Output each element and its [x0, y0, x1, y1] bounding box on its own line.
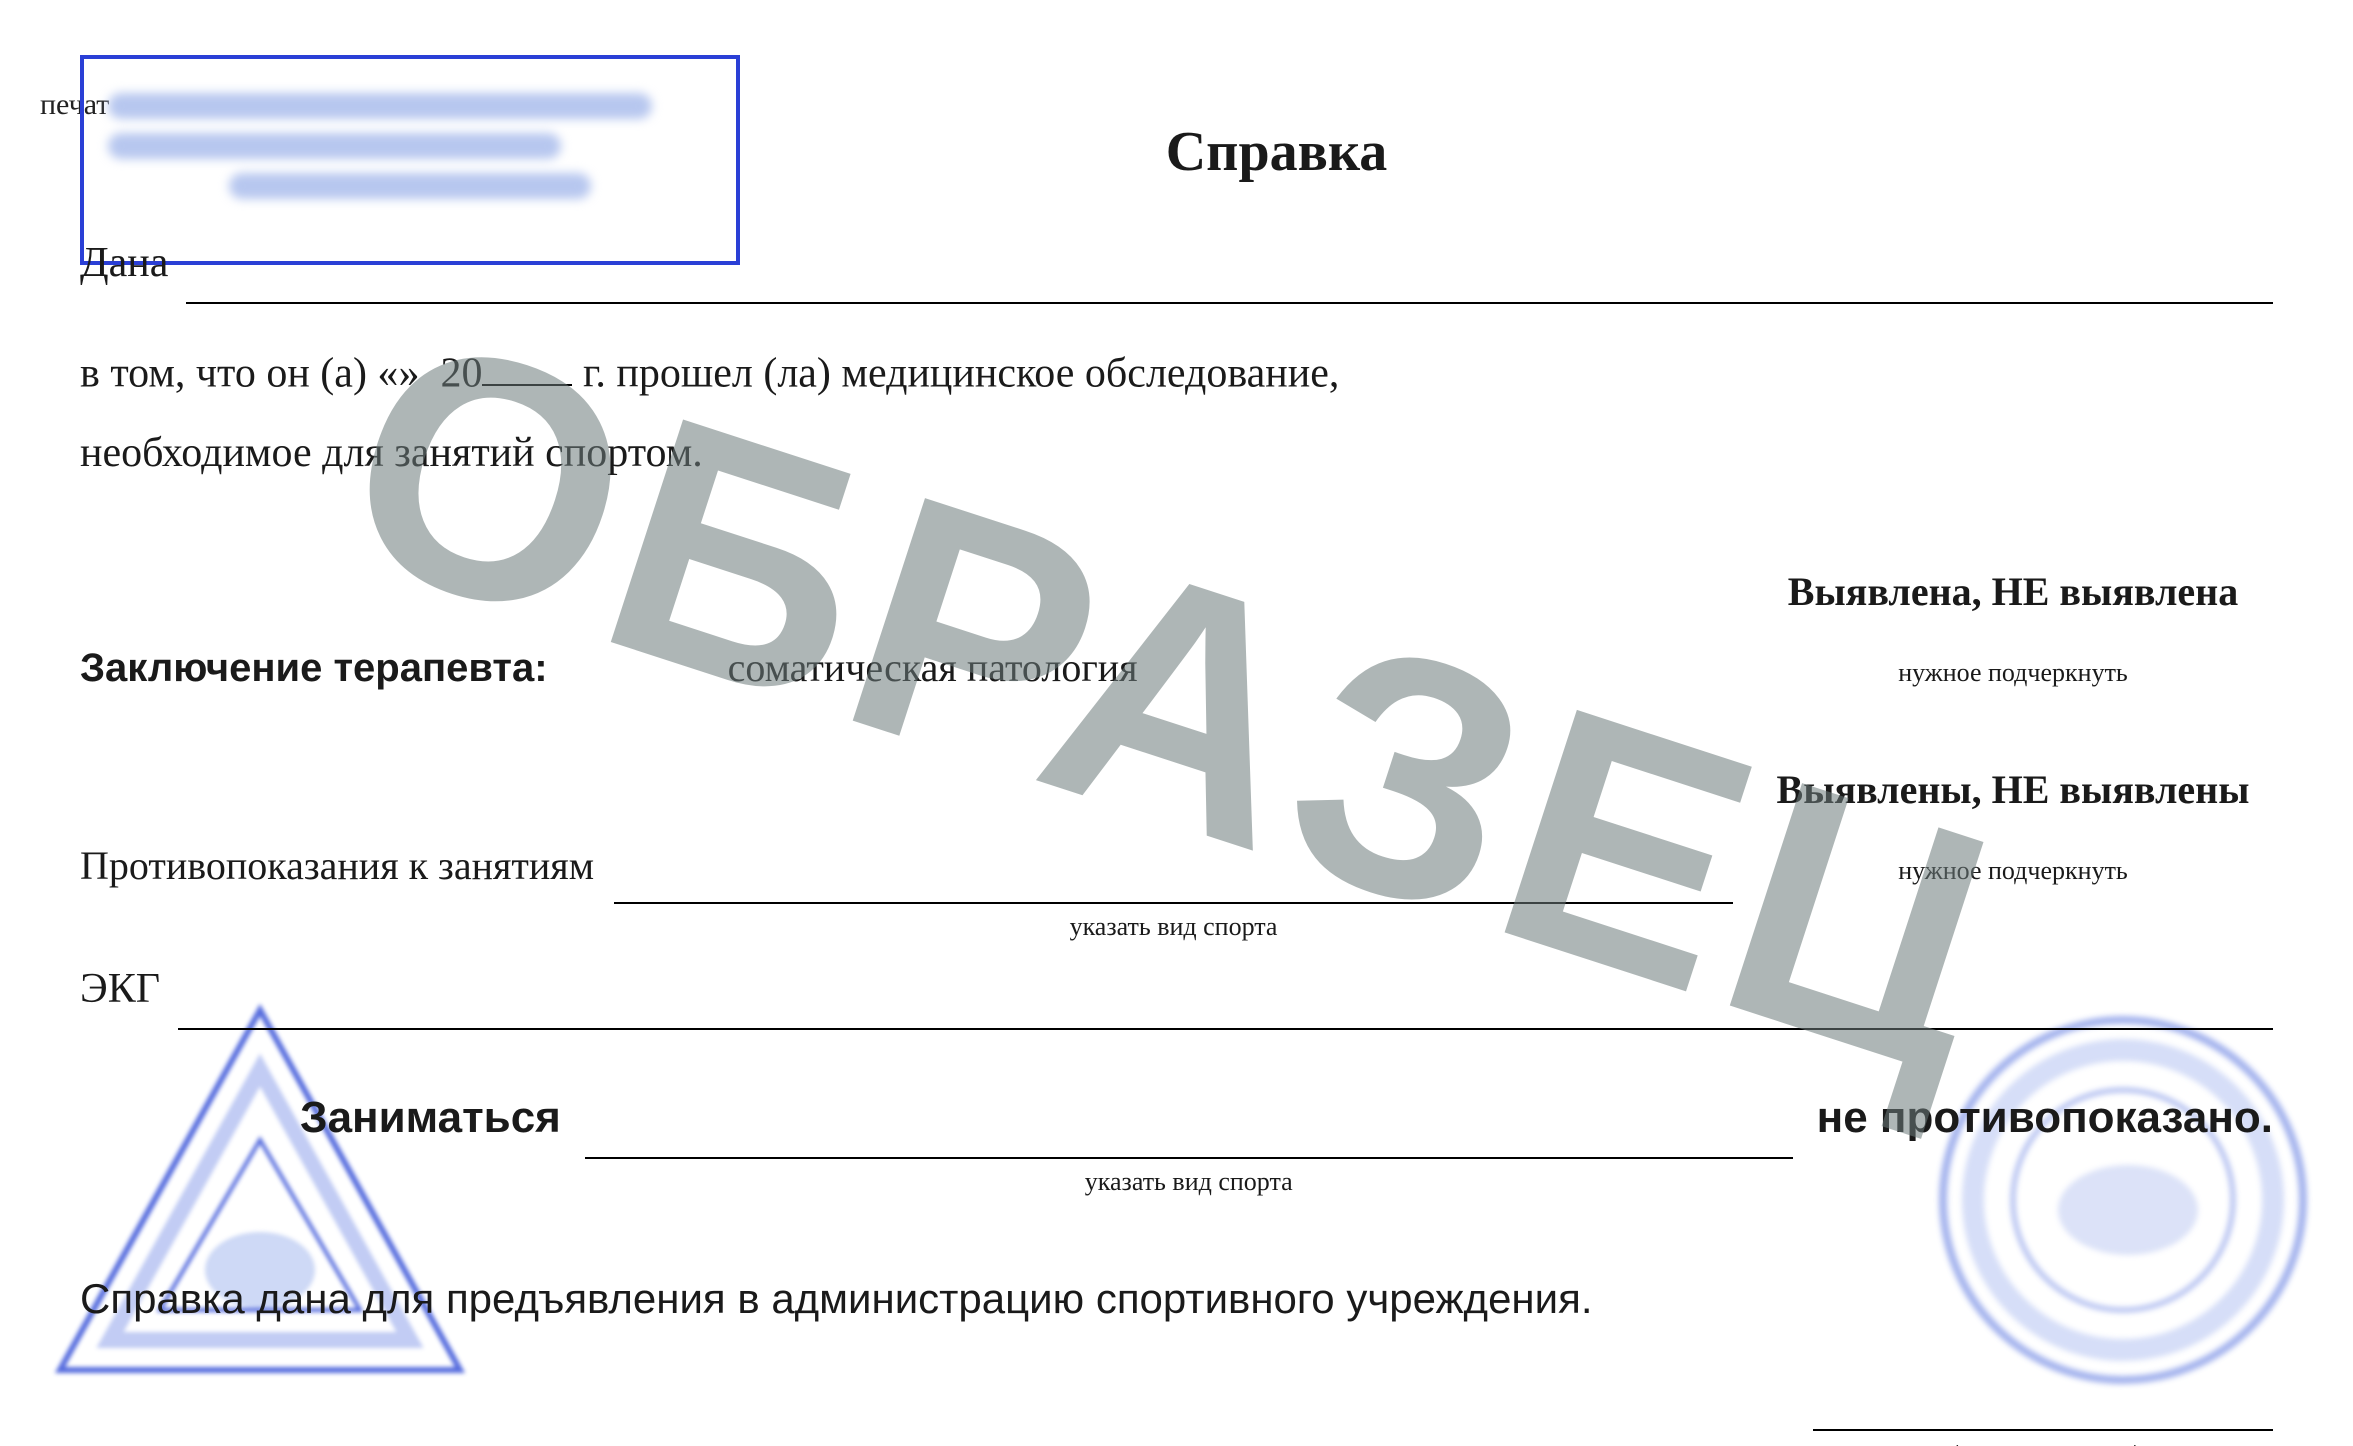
exam-sentence: в том, что он (а) «» 20 г. прошел (ла) м… — [80, 334, 2273, 494]
therapist-line: Заключение терапевта: соматическая патол… — [80, 554, 2273, 706]
practice-blank: указать вид спорта — [585, 1109, 1793, 1159]
contra-status-hint: нужное подчеркнуть — [1898, 856, 2128, 885]
therapist-label: Заключение терапевта: — [80, 630, 548, 706]
exam-part2: » — [398, 350, 419, 396]
therapist-status-hint: нужное подчеркнуть — [1898, 658, 2128, 687]
practice-blank-caption: указать вид спорта — [585, 1157, 1793, 1206]
signature-row: /подпись врача/ — [80, 1379, 2273, 1431]
exam-part4: необходимое для занятий спортом. — [80, 430, 703, 476]
doc-body: Дана в том, что он (а) «» 20 г. прошел (… — [80, 224, 2273, 1446]
issued-to-blank — [186, 251, 2273, 303]
issued-to-label: Дана — [80, 224, 168, 304]
exam-part3: г. прошел (ла) медицинское обследование, — [583, 350, 1339, 396]
practice-line: Заниматься указать вид спорта не противо… — [80, 1076, 2273, 1160]
contra-blank: указать вид спорта — [614, 858, 1733, 904]
contra-blank-caption: указать вид спорта — [614, 902, 1733, 951]
signature-blank: /подпись врача/ — [1813, 1379, 2273, 1431]
practice-label: Заниматься — [300, 1076, 561, 1160]
ekg-blank — [178, 977, 2273, 1029]
ekg-line: ЭКГ — [80, 950, 2273, 1030]
therapist-finding: соматическая патология — [728, 630, 1138, 706]
exam-year-prefix: 20 — [440, 350, 482, 396]
therapist-status: Выявлена, НЕ выявлена — [1788, 569, 2238, 614]
contra-label: Противопоказания к занятиям — [80, 828, 594, 904]
certificate-page: ОБРАЗЕЦ печат Справка Дана в том, что он… — [0, 0, 2353, 1446]
issued-to-row: Дана — [80, 224, 2273, 304]
signature-caption: /подпись врача/ — [1813, 1429, 2273, 1446]
practice-tail: не противопоказано. — [1817, 1076, 2273, 1160]
ekg-label: ЭКГ — [80, 950, 160, 1030]
findings-section: Заключение терапевта: соматическая патол… — [80, 554, 2273, 1159]
contra-line: Противопоказания к занятиям указать вид … — [80, 752, 2273, 904]
therapist-status-col: Выявлена, НЕ выявлена нужное подчеркнуть — [1753, 554, 2273, 706]
exam-part1: в том, что он (а) « — [80, 350, 398, 396]
contra-status: Выявлены, НЕ выявлены — [1777, 767, 2250, 812]
contra-status-col: Выявлены, НЕ выявлены нужное подчеркнуть — [1753, 752, 2273, 904]
purpose-text: Справка дана для предъявления в админист… — [80, 1259, 2273, 1339]
